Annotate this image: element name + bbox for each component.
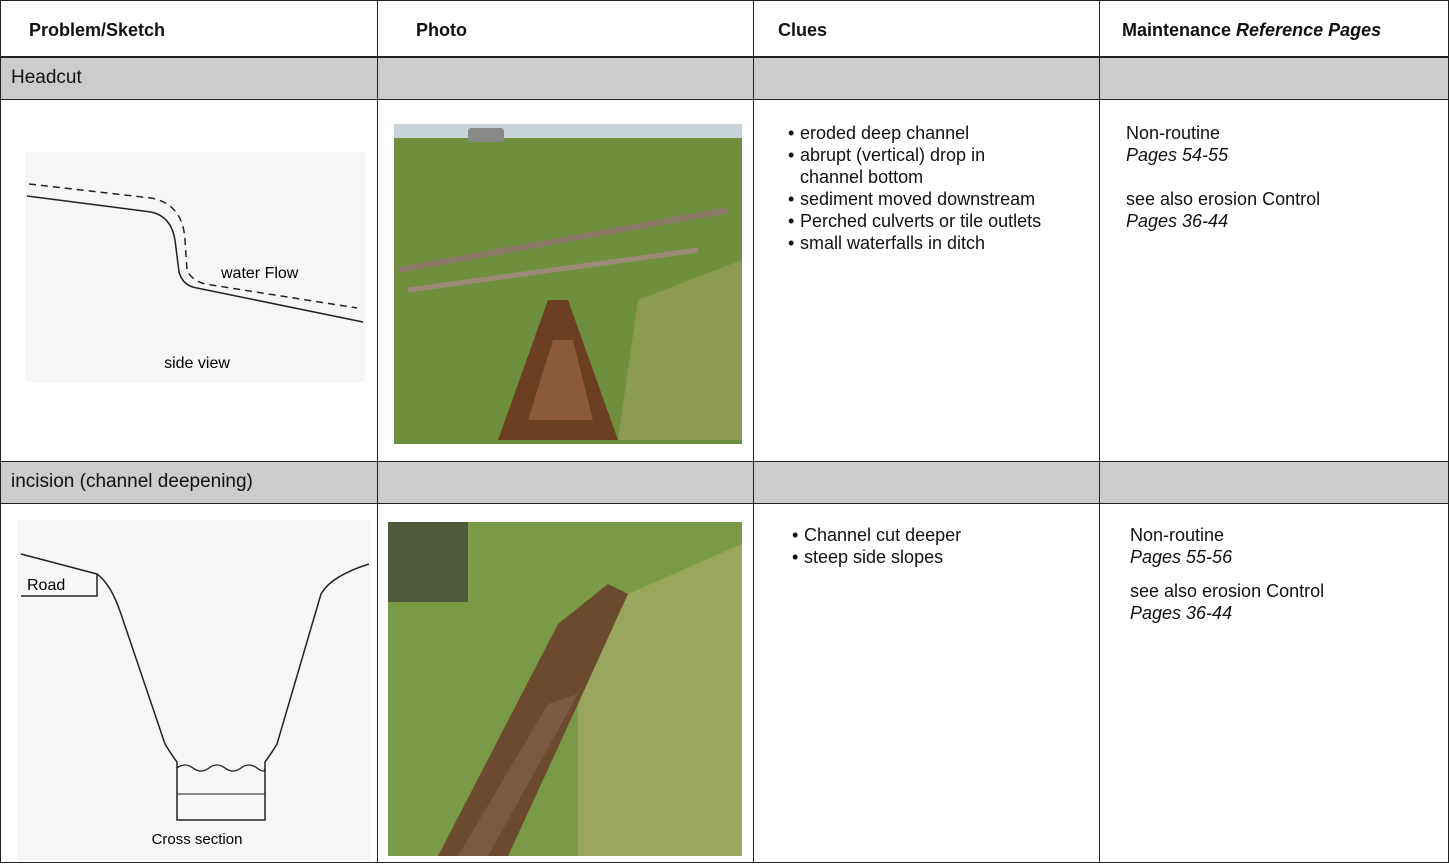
header-cell: Problem/Sketch bbox=[0, 0, 378, 58]
header-text: Problem/Sketch bbox=[29, 20, 166, 40]
header-text: Maintenance bbox=[1122, 20, 1232, 40]
road bbox=[20, 553, 98, 597]
flow-arrow bbox=[28, 183, 358, 309]
photo-log bbox=[397, 207, 729, 273]
section-cell bbox=[378, 58, 754, 100]
section-title: Headcut bbox=[0, 58, 378, 100]
reference-pages: Pages 54-55 bbox=[1126, 145, 1229, 165]
section-cell bbox=[754, 58, 1100, 100]
section-cell bbox=[1100, 58, 1449, 100]
sketch-label: Road bbox=[27, 577, 65, 594]
photo-water bbox=[528, 340, 593, 420]
sketch-bg bbox=[25, 152, 365, 382]
clue: small waterfalls in ditch bbox=[786, 232, 1089, 254]
section-cell bbox=[754, 462, 1100, 504]
clue-list: Channel cut deeper steep side slopes bbox=[790, 524, 1089, 568]
sketch-cell: Road Cross section bbox=[0, 504, 378, 863]
ground-line bbox=[26, 195, 364, 323]
water bbox=[176, 764, 266, 772]
section-title: incision (channel deepening) bbox=[0, 462, 378, 504]
header-text: Reference Pages bbox=[1236, 20, 1382, 40]
photo-ditch bbox=[438, 584, 628, 856]
clue: steep side slopes bbox=[790, 546, 1089, 568]
clue: Perched culverts or tile outlets bbox=[786, 210, 1089, 232]
header-text: Clues bbox=[778, 20, 828, 40]
photo bbox=[394, 124, 742, 444]
photo-trees bbox=[388, 522, 468, 602]
photo-cell bbox=[378, 504, 754, 863]
header-cell: Photo bbox=[378, 0, 754, 58]
reference-text: see also erosion Control bbox=[1130, 581, 1325, 601]
photo-grass bbox=[578, 544, 742, 856]
reference-text: Non-routine bbox=[1130, 525, 1225, 545]
sketch-label: side view bbox=[164, 355, 230, 372]
reference-pages: Pages 36-44 bbox=[1126, 211, 1229, 231]
section-cell bbox=[1100, 462, 1449, 504]
photo-car bbox=[468, 128, 504, 142]
section-text: incision (channel deepening) bbox=[11, 471, 253, 492]
clues-cell: eroded deep channel abrupt (vertical) dr… bbox=[754, 100, 1100, 462]
sketch-cell: water Flow side view bbox=[0, 100, 378, 462]
photo-log bbox=[407, 247, 699, 293]
reference-text: see also erosion Control bbox=[1126, 189, 1321, 209]
channel-outline bbox=[96, 563, 370, 821]
sketch: water Flow side view bbox=[25, 152, 365, 382]
reference-text: Non-routine bbox=[1126, 123, 1221, 143]
header-text: Photo bbox=[416, 20, 467, 40]
photo-sky bbox=[394, 124, 742, 138]
sketch-label: Cross section bbox=[152, 831, 243, 848]
clue: Channel cut deeper bbox=[790, 524, 1089, 546]
photo-cell bbox=[378, 100, 754, 462]
clue-list: eroded deep channel abrupt (vertical) dr… bbox=[786, 122, 1089, 254]
reference-cell: Non-routine Pages 55-56 see also erosion… bbox=[1100, 504, 1449, 863]
clues-cell: Channel cut deeper steep side slopes bbox=[754, 504, 1100, 863]
photo-water bbox=[458, 694, 578, 856]
section-cell bbox=[378, 462, 754, 504]
sketch-bg bbox=[17, 520, 371, 860]
clue: sediment moved downstream bbox=[786, 188, 1089, 210]
clue: eroded deep channel bbox=[786, 122, 1089, 144]
clue: abrupt (vertical) drop in channel bottom bbox=[786, 144, 1035, 188]
reference-pages: Pages 36-44 bbox=[1130, 603, 1233, 623]
header-cell: Maintenance Reference Pages bbox=[1100, 0, 1449, 58]
section-text: Headcut bbox=[11, 67, 82, 88]
reference-cell: Non-routine Pages 54-55 see also erosion… bbox=[1100, 100, 1449, 462]
sketch-label: water Flow bbox=[220, 265, 299, 282]
header-cell: Clues bbox=[754, 0, 1100, 58]
reference-pages: Pages 55-56 bbox=[1130, 547, 1233, 567]
photo bbox=[388, 522, 742, 856]
sketch: Road Cross section bbox=[17, 520, 371, 860]
photo-grass bbox=[618, 260, 742, 440]
